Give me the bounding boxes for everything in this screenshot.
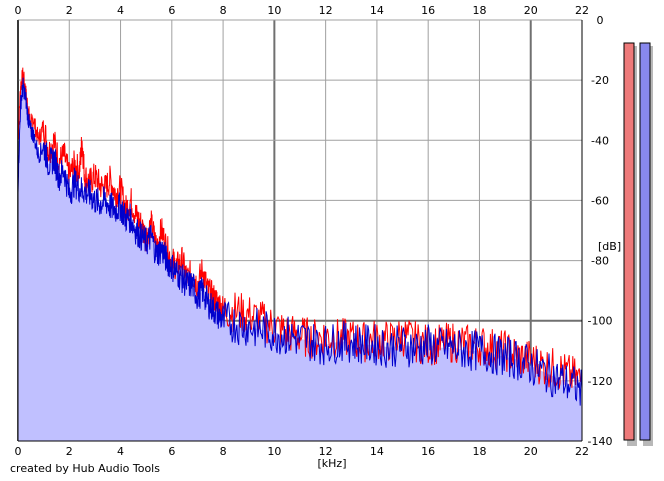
x-tick-bottom: 4 bbox=[117, 445, 124, 458]
x-tick-top: 2 bbox=[66, 4, 73, 17]
y-tick-label: -60 bbox=[591, 194, 609, 207]
x-tick-bottom: 10 bbox=[267, 445, 281, 458]
x-tick-top: 22 bbox=[575, 4, 589, 17]
x-tick-bottom: 14 bbox=[370, 445, 384, 458]
x-tick-top: 16 bbox=[421, 4, 435, 17]
spectrum-fill bbox=[18, 86, 582, 442]
x-tick-top: 0 bbox=[15, 4, 22, 17]
meter-left bbox=[623, 42, 635, 441]
y-tick-label: -40 bbox=[591, 134, 609, 147]
x-tick-bottom: 0 bbox=[15, 445, 22, 458]
x-tick-top: 12 bbox=[319, 4, 333, 17]
y-tick-label: -120 bbox=[588, 375, 613, 388]
y-tick-label: -100 bbox=[588, 315, 613, 328]
y-tick-label: 0 bbox=[597, 14, 604, 27]
x-tick-bottom: 6 bbox=[168, 445, 175, 458]
x-axis-label: [kHz] bbox=[318, 457, 347, 470]
x-tick-top: 8 bbox=[220, 4, 227, 17]
x-tick-bottom: 20 bbox=[524, 445, 538, 458]
spectrum-lines bbox=[17, 67, 583, 406]
x-tick-bottom: 12 bbox=[319, 445, 333, 458]
x-tick-top: 20 bbox=[524, 4, 538, 17]
x-tick-top: 6 bbox=[168, 4, 175, 17]
spectrum-area bbox=[18, 86, 582, 442]
x-tick-top: 14 bbox=[370, 4, 384, 17]
y-tick-label: -140 bbox=[588, 435, 613, 448]
x-tick-top: 18 bbox=[472, 4, 486, 17]
meter-right bbox=[639, 42, 651, 441]
y-tick-label: -80 bbox=[591, 255, 609, 268]
level-meters bbox=[623, 42, 653, 446]
x-tick-bottom: 18 bbox=[472, 445, 486, 458]
plot-frame bbox=[17, 20, 583, 442]
series-blue-line bbox=[17, 77, 583, 406]
x-tick-bottom: 8 bbox=[220, 445, 227, 458]
x-tick-bottom: 22 bbox=[575, 445, 589, 458]
y-tick-labels: 0 -20 -40 -60 -80 -100 -120 -140 bbox=[588, 14, 613, 448]
series-red-line bbox=[17, 67, 583, 389]
x-tick-top: 10 bbox=[267, 4, 281, 17]
x-tick-bottom: 2 bbox=[66, 445, 73, 458]
y-tick-label: -20 bbox=[591, 74, 609, 87]
x-tick-top: 4 bbox=[117, 4, 124, 17]
credit-text: created by Hub Audio Tools bbox=[10, 462, 160, 475]
y-axis-label: [dB] bbox=[598, 240, 621, 253]
x-tick-bottom: 16 bbox=[421, 445, 435, 458]
